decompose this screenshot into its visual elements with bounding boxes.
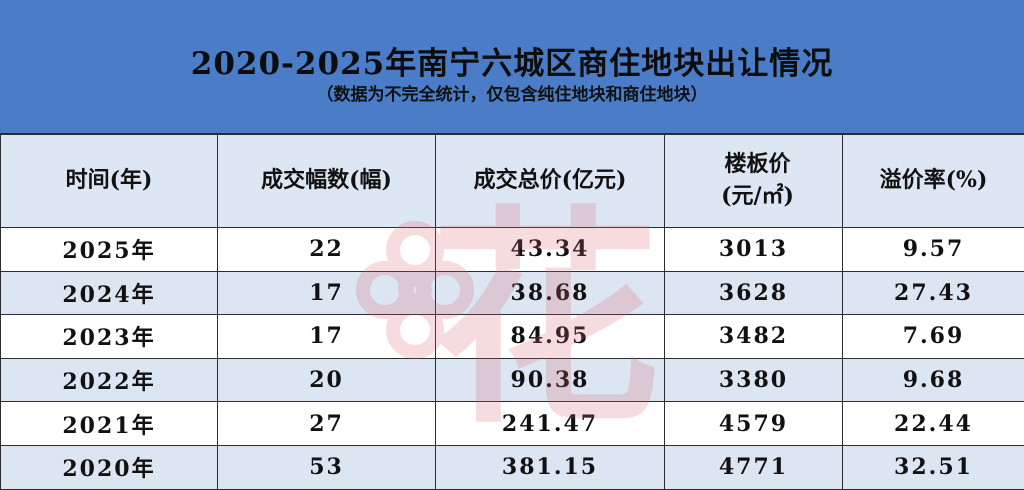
table-header-banner: 2020-2025年南宁六城区商住地块出让情况 （数据为不完全统计，仅包含纯住地…: [0, 0, 1024, 134]
cell-floor-price: 3482: [665, 315, 843, 359]
cell-premium-rate: 9.68: [843, 358, 1024, 402]
page-title: 2020-2025年南宁六城区商住地块出让情况: [0, 38, 1024, 83]
cell-floor-price: 3628: [665, 271, 843, 315]
cell-count: 20: [218, 358, 436, 402]
table-row: 2024年 17 38.68 3628 27.43: [1, 271, 1024, 315]
cell-floor-price: 4579: [665, 402, 843, 446]
cell-floor-price: 3380: [665, 358, 843, 402]
column-header-floor-price: 楼板价(元/㎡): [665, 135, 843, 228]
column-header-floor-price-label: 楼板价(元/㎡): [721, 151, 794, 209]
cell-floor-price: 4771: [665, 445, 843, 489]
cell-year: 2023年: [1, 315, 218, 359]
table-row: 2023年 17 84.95 3482 7.69: [1, 315, 1024, 359]
column-header-row: 时间(年) 成交幅数(幅) 成交总价(亿元) 楼板价(元/㎡) 溢价率(%): [1, 135, 1024, 228]
page-subtitle: （数据为不完全统计，仅包含纯住地块和商住地块）: [0, 80, 1024, 105]
cell-total-price: 90.38: [436, 358, 665, 402]
table-row: 2022年 20 90.38 3380 9.68: [1, 358, 1024, 402]
cell-premium-rate: 7.69: [843, 315, 1024, 359]
table-row: 2021年 27 241.47 4579 22.44: [1, 402, 1024, 446]
cell-total-price: 381.15: [436, 445, 665, 489]
cell-year: 2025年: [1, 228, 218, 272]
cell-year: 2022年: [1, 358, 218, 402]
table-row: 2025年 22 43.34 3013 9.57: [1, 228, 1024, 272]
cell-year: 2021年: [1, 402, 218, 446]
cell-total-price: 38.68: [436, 271, 665, 315]
cell-total-price: 84.95: [436, 315, 665, 359]
cell-year: 2024年: [1, 271, 218, 315]
column-header-premium-rate: 溢价率(%): [843, 135, 1024, 228]
cell-total-price: 43.34: [436, 228, 665, 272]
cell-premium-rate: 22.44: [843, 402, 1024, 446]
cell-count: 27: [218, 402, 436, 446]
cell-premium-rate: 9.57: [843, 228, 1024, 272]
cell-year: 2020年: [1, 445, 218, 489]
cell-count: 53: [218, 445, 436, 489]
cell-count: 17: [218, 271, 436, 315]
cell-count: 22: [218, 228, 436, 272]
column-header-count: 成交幅数(幅): [218, 135, 436, 228]
cell-premium-rate: 27.43: [843, 271, 1024, 315]
cell-floor-price: 3013: [665, 228, 843, 272]
column-header-total-price: 成交总价(亿元): [436, 135, 665, 228]
cell-premium-rate: 32.51: [843, 445, 1024, 489]
cell-count: 17: [218, 315, 436, 359]
table-row: 2020年 53 381.15 4771 32.51: [1, 445, 1024, 489]
column-header-year: 时间(年): [1, 135, 218, 228]
land-sale-table: 时间(年) 成交幅数(幅) 成交总价(亿元) 楼板价(元/㎡) 溢价率(%) 2…: [0, 134, 1024, 490]
cell-total-price: 241.47: [436, 402, 665, 446]
